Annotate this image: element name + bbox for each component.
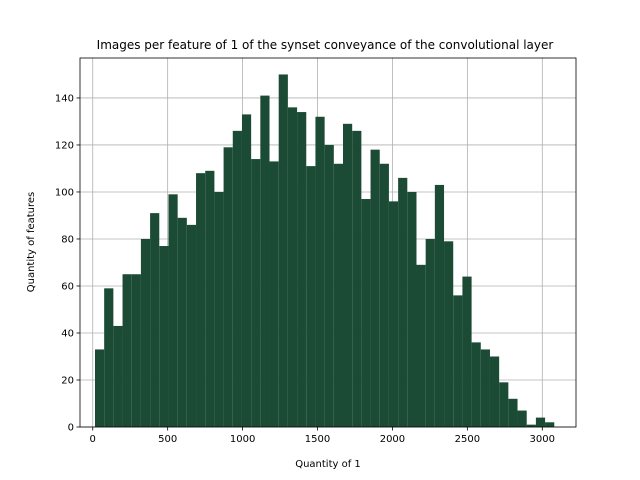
histogram-bar (444, 241, 454, 427)
histogram-bar (333, 163, 343, 427)
histogram-bar (186, 224, 197, 427)
histogram-bar (297, 112, 307, 428)
y-tick-label: 20 (61, 375, 74, 386)
x-tick-label: 500 (158, 434, 177, 445)
histogram-bar (526, 424, 536, 427)
y-tick-label: 60 (61, 281, 74, 292)
histogram-bar (150, 213, 160, 427)
histogram-bar (232, 130, 242, 428)
histogram-bar (177, 217, 187, 427)
histogram-bar (214, 191, 224, 427)
histogram-bar (398, 177, 408, 427)
histogram-bar (535, 417, 546, 427)
histogram-bar (388, 201, 399, 427)
histogram-bar (241, 114, 252, 427)
histogram-bar (122, 274, 132, 427)
histogram-bar (104, 288, 114, 427)
histogram-bar (499, 382, 509, 427)
histogram-bar (315, 116, 325, 427)
histogram-bar (260, 95, 270, 427)
x-tick-label: 0 (90, 434, 96, 445)
histogram-bar (508, 398, 518, 427)
x-tick-label: 2000 (380, 434, 405, 445)
y-tick-label: 100 (55, 187, 74, 198)
histogram-bar (453, 295, 463, 427)
histogram-bar (434, 184, 445, 427)
y-tick-label: 0 (68, 423, 74, 434)
histogram-bar (278, 74, 288, 427)
histogram-bar (352, 130, 362, 428)
histogram-bar (324, 144, 334, 427)
histogram-bar (342, 123, 353, 428)
histogram-bar (471, 342, 481, 427)
ticks-layer: 0 500 1000 1500 2000 2500 3000 0 20 40 60 80 100 120 1… (55, 93, 555, 445)
bars-layer (94, 74, 555, 428)
histogram-bar (287, 107, 298, 427)
plot-frame (79, 57, 577, 428)
x-tick-label: 1000 (230, 434, 255, 445)
histogram-bar (462, 276, 472, 427)
histogram-bar (196, 173, 206, 427)
y-axis-label: Quantity of features (26, 192, 37, 293)
y-tick-label: 120 (55, 140, 74, 151)
histogram-bar (517, 410, 527, 427)
histogram-bar (168, 194, 178, 427)
histogram-bar (113, 325, 123, 427)
histogram-bar (370, 149, 380, 427)
x-tick-label: 2500 (455, 434, 480, 445)
histogram-bar (407, 191, 417, 427)
histogram-bar (416, 264, 426, 427)
x-tick-label: 1500 (305, 434, 330, 445)
y-tick-label: 80 (61, 234, 74, 245)
histogram-bar (361, 199, 371, 427)
x-axis-label: Quantity of 1 (295, 459, 361, 470)
y-tick-label: 140 (55, 93, 74, 104)
x-tick-label: 3000 (530, 434, 555, 445)
histogram-bar (306, 166, 316, 427)
histogram-bar (269, 161, 279, 428)
histogram-bar (489, 356, 500, 427)
histogram-bar (131, 274, 141, 427)
chart-title: Images per feature of 1 of the synset co… (97, 38, 554, 52)
histogram-bar (480, 349, 490, 427)
histogram-bar (94, 349, 105, 427)
histogram-bar (140, 238, 151, 427)
y-tick-label: 40 (61, 328, 74, 339)
histogram-bar (159, 246, 169, 427)
histogram-bar (425, 238, 435, 427)
histogram-bar (251, 159, 261, 427)
histogram-bar (545, 422, 555, 427)
histogram-bar (223, 147, 233, 427)
histogram-bar (379, 163, 389, 427)
histogram-bar (205, 170, 215, 427)
